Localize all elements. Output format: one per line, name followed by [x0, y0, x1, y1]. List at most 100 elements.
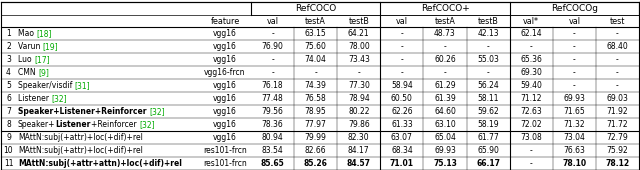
- Text: 65.04: 65.04: [434, 133, 456, 142]
- Text: vgg16: vgg16: [213, 81, 237, 90]
- Text: 73.04: 73.04: [563, 133, 585, 142]
- Text: MAttN:subj(+attr)+loc(+dif)+rel: MAttN:subj(+attr)+loc(+dif)+rel: [18, 133, 143, 142]
- Text: vgg16: vgg16: [213, 107, 237, 116]
- Text: 69.93: 69.93: [434, 146, 456, 155]
- Text: 78.36: 78.36: [262, 120, 284, 129]
- Text: 64.21: 64.21: [348, 29, 369, 38]
- Text: vgg16: vgg16: [213, 42, 237, 51]
- Text: 63.10: 63.10: [434, 120, 456, 129]
- Text: 55.03: 55.03: [477, 55, 499, 64]
- Text: 1: 1: [6, 29, 11, 38]
- Text: 71.92: 71.92: [607, 107, 628, 116]
- Text: 75.92: 75.92: [607, 146, 628, 155]
- Text: 76.18: 76.18: [262, 81, 284, 90]
- Text: 84.57: 84.57: [347, 159, 371, 168]
- Text: 80.22: 80.22: [348, 107, 369, 116]
- Text: 68.40: 68.40: [607, 42, 628, 51]
- Text: 78.12: 78.12: [605, 159, 630, 168]
- Text: 73.43: 73.43: [348, 55, 370, 64]
- Text: vgg16: vgg16: [213, 94, 237, 103]
- Text: [19]: [19]: [43, 42, 58, 51]
- Text: testA: testA: [435, 16, 456, 26]
- Text: 85.26: 85.26: [304, 159, 328, 168]
- Text: vgg16: vgg16: [213, 55, 237, 64]
- Text: -: -: [401, 42, 403, 51]
- Text: -: -: [530, 146, 532, 155]
- Text: RefCOCO+: RefCOCO+: [420, 4, 469, 13]
- Text: vgg16: vgg16: [213, 29, 237, 38]
- Text: 59.62: 59.62: [477, 107, 499, 116]
- Text: -: -: [616, 68, 619, 77]
- Text: 85.65: 85.65: [260, 159, 284, 168]
- Text: 71.72: 71.72: [607, 120, 628, 129]
- Text: -: -: [616, 29, 619, 38]
- Text: 71.01: 71.01: [390, 159, 414, 168]
- Text: 71.65: 71.65: [563, 107, 585, 116]
- Text: Mao: Mao: [18, 29, 36, 38]
- Text: -: -: [357, 68, 360, 77]
- Text: val: val: [568, 16, 580, 26]
- Text: 78.94: 78.94: [348, 94, 370, 103]
- Text: 75.60: 75.60: [305, 42, 326, 51]
- Text: -: -: [271, 29, 274, 38]
- Text: 66.17: 66.17: [476, 159, 500, 168]
- Text: Speaker/visdif: Speaker/visdif: [18, 81, 75, 90]
- Text: Varun: Varun: [18, 42, 43, 51]
- Text: vgg16: vgg16: [213, 120, 237, 129]
- Text: 61.29: 61.29: [434, 81, 456, 90]
- Text: 58.94: 58.94: [391, 81, 413, 90]
- Text: 11: 11: [4, 159, 13, 168]
- Text: 69.30: 69.30: [520, 68, 542, 77]
- Text: [31]: [31]: [75, 81, 90, 90]
- Text: 10: 10: [4, 146, 13, 155]
- Text: 80.94: 80.94: [262, 133, 284, 142]
- Text: -: -: [573, 55, 576, 64]
- Text: -: -: [444, 42, 446, 51]
- Text: 83.54: 83.54: [262, 146, 284, 155]
- Text: 69.93: 69.93: [563, 94, 585, 103]
- Text: -: -: [573, 68, 576, 77]
- Text: Listener: Listener: [18, 94, 51, 103]
- Text: 63.07: 63.07: [391, 133, 413, 142]
- Text: 79.86: 79.86: [348, 120, 370, 129]
- Text: 9: 9: [6, 133, 11, 142]
- Text: testB: testB: [348, 16, 369, 26]
- Text: -: -: [530, 42, 532, 51]
- Text: 82.66: 82.66: [305, 146, 326, 155]
- Bar: [251, 2, 380, 15]
- Text: 78.00: 78.00: [348, 42, 370, 51]
- Text: Listener: Listener: [56, 120, 91, 129]
- Text: 61.77: 61.77: [477, 133, 499, 142]
- Text: 74.39: 74.39: [305, 81, 326, 90]
- Text: 69.03: 69.03: [607, 94, 628, 103]
- Text: 62.26: 62.26: [391, 107, 413, 116]
- Text: 71.32: 71.32: [564, 120, 585, 129]
- Text: 68.34: 68.34: [391, 146, 413, 155]
- Text: 71.12: 71.12: [520, 94, 542, 103]
- Text: [18]: [18]: [36, 29, 52, 38]
- Text: 75.13: 75.13: [433, 159, 457, 168]
- Text: res101-frcn: res101-frcn: [203, 146, 247, 155]
- Text: 76.63: 76.63: [563, 146, 585, 155]
- Text: [32]: [32]: [149, 107, 164, 116]
- Text: feature: feature: [211, 16, 239, 26]
- Text: -: -: [271, 55, 274, 64]
- Text: RefCOCO: RefCOCO: [295, 4, 336, 13]
- Text: 5: 5: [6, 81, 11, 90]
- Text: -: -: [444, 68, 446, 77]
- Text: 4: 4: [6, 68, 11, 77]
- Text: 7: 7: [6, 107, 11, 116]
- Text: 48.73: 48.73: [434, 29, 456, 38]
- Text: MAttN:subj(+attr)+loc(+dif)+rel: MAttN:subj(+attr)+loc(+dif)+rel: [18, 146, 143, 155]
- Text: 2: 2: [6, 42, 11, 51]
- Text: 74.04: 74.04: [305, 55, 326, 64]
- Text: -: -: [487, 42, 490, 51]
- Text: 79.99: 79.99: [305, 133, 326, 142]
- Text: 62.14: 62.14: [520, 29, 542, 38]
- Text: -: -: [271, 68, 274, 77]
- Text: 79.56: 79.56: [262, 107, 284, 116]
- Text: [32]: [32]: [51, 94, 67, 103]
- Text: 78.10: 78.10: [563, 159, 586, 168]
- Text: -: -: [573, 81, 576, 90]
- Text: -: -: [573, 42, 576, 51]
